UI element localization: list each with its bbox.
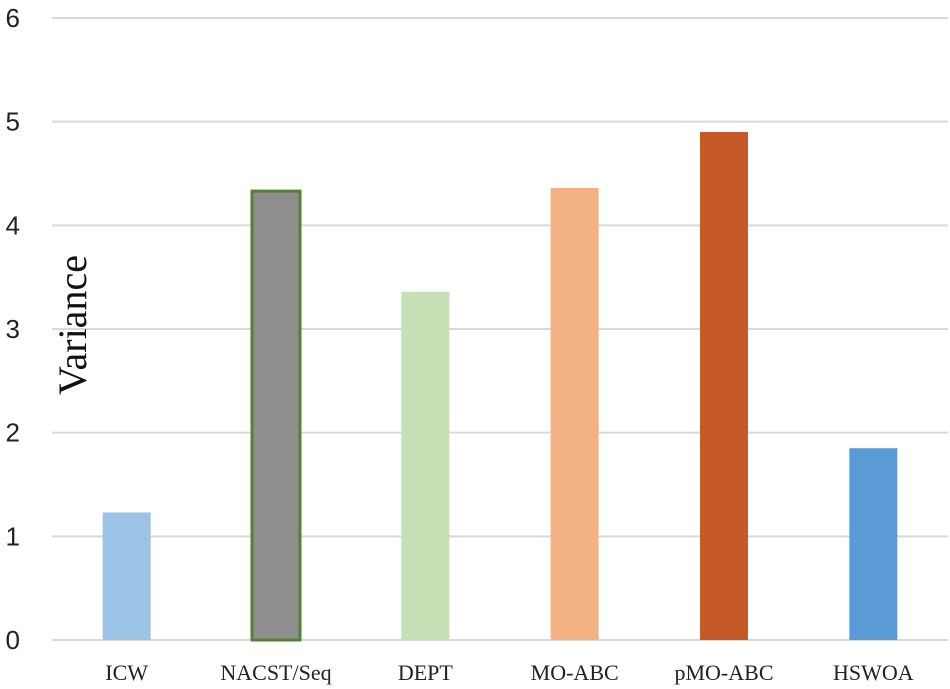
gridlines xyxy=(52,17,948,641)
y-tick-label: 2 xyxy=(6,418,20,448)
bar-dept xyxy=(401,291,450,640)
x-tick-label: MO-ABC xyxy=(531,660,619,685)
y-tick-label: 3 xyxy=(6,314,20,344)
y-tick-label: 0 xyxy=(6,625,20,655)
y-axis-label: Variance xyxy=(50,255,95,395)
bar-nacst-seq xyxy=(250,189,302,642)
y-tick-label: 4 xyxy=(6,210,20,240)
y-tick-labels: 0 1 2 3 4 5 6 xyxy=(6,3,20,655)
bar-icw xyxy=(102,512,151,640)
bar-pmo-abc xyxy=(700,132,748,641)
y-tick-label: 1 xyxy=(6,521,20,551)
x-tick-label: pMO-ABC xyxy=(674,660,773,685)
x-tick-label: NACST/Seq xyxy=(220,660,331,685)
bar-hswoa xyxy=(849,448,898,640)
bars xyxy=(102,132,898,642)
x-tick-label: ICW xyxy=(105,660,148,685)
x-tick-labels: ICW NACST/Seq DEPT MO-ABC pMO-ABC HSWOA xyxy=(105,660,913,685)
bar-mo-abc xyxy=(550,188,599,640)
x-tick-label: HSWOA xyxy=(833,660,914,685)
y-tick-label: 6 xyxy=(6,3,20,33)
x-tick-label: DEPT xyxy=(398,660,454,685)
y-tick-label: 5 xyxy=(6,107,20,137)
